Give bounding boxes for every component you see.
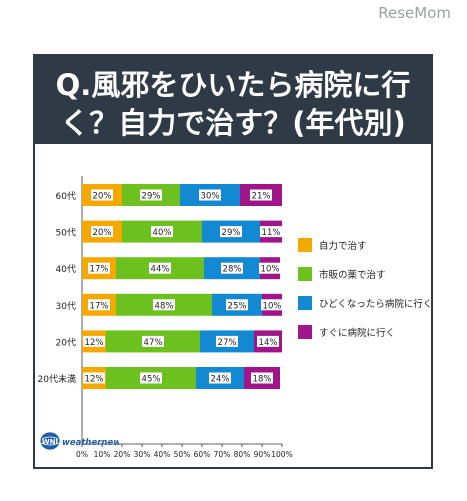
x-tick-label: 100% — [271, 450, 292, 459]
data-label-box — [259, 262, 281, 274]
data-label: 45% — [142, 375, 161, 385]
data-label: 14% — [259, 338, 278, 348]
data-label: 21% — [252, 192, 271, 202]
data-label: 29% — [222, 228, 241, 238]
x-tick-label: 40% — [154, 450, 171, 459]
data-label-box — [88, 299, 110, 311]
category-label: 20代 — [56, 337, 76, 348]
data-label-box — [140, 372, 162, 384]
data-label-box — [83, 372, 105, 384]
data-label-box — [149, 262, 171, 274]
data-label: 47% — [144, 338, 163, 348]
legend-swatch — [298, 325, 312, 339]
legend-swatch — [298, 238, 312, 252]
data-label-box — [251, 372, 273, 384]
legend-swatch — [298, 296, 312, 310]
category-label: 50代 — [56, 228, 76, 239]
x-tick-label: 30% — [134, 450, 151, 459]
x-tick-label: 10% — [94, 450, 111, 459]
data-label: 25% — [228, 301, 247, 311]
data-label: 24% — [211, 375, 230, 385]
logo-text: weathernews — [62, 438, 119, 448]
data-label: 11% — [262, 228, 281, 238]
category-label: 40代 — [56, 264, 76, 275]
wni-globe-icon: WNI — [39, 431, 61, 451]
data-label-box — [261, 299, 283, 311]
legend-label: 自力で治す — [319, 240, 367, 252]
data-label: 29% — [142, 192, 161, 202]
chart-title-line-2: く？自力で治す？(年代別) — [60, 106, 406, 140]
data-label: 12% — [85, 338, 104, 348]
data-label-box — [91, 189, 113, 201]
data-label-box — [151, 226, 173, 238]
chart-panel: Q.風邪をひいたら病院に行 く？自力で治す？(年代別) 60代 20% 29% 30%… — [33, 54, 433, 469]
data-label-box — [83, 335, 105, 347]
data-label: 17% — [90, 265, 109, 275]
data-label: 44% — [151, 265, 170, 275]
data-label-box — [226, 299, 248, 311]
x-tick-label: 50% — [174, 450, 191, 459]
category-label: 30代 — [56, 301, 76, 312]
data-label-box — [199, 189, 221, 201]
stacked-bar-chart: 60代 20% 29% 30% 21% 50代 20% 40% 29% 11% 40代 17% 44% 2… — [38, 176, 431, 459]
data-label-box — [142, 335, 164, 347]
data-label: 12% — [85, 375, 104, 385]
legend-label: 市販の薬で治す — [319, 269, 386, 281]
x-tick-label: 80% — [234, 450, 251, 459]
watermark: ReseMom — [378, 4, 451, 22]
data-label-box — [220, 226, 242, 238]
data-label: 30% — [201, 192, 220, 202]
data-label-box — [140, 189, 162, 201]
legend-label: ひどくなったら病院に行く — [319, 298, 431, 310]
data-label-box — [153, 299, 175, 311]
data-label: 10% — [263, 301, 282, 311]
legend-swatch — [298, 267, 312, 281]
x-tick-label: 20% — [114, 450, 131, 459]
data-label-box — [250, 189, 272, 201]
data-label-box — [221, 262, 243, 274]
data-label: 17% — [90, 301, 109, 311]
svg-text:WNI: WNI — [42, 438, 58, 446]
data-label-box — [209, 372, 231, 384]
data-label: 27% — [218, 338, 237, 348]
data-label: 48% — [155, 301, 174, 311]
legend-label: すぐに病院に行く — [319, 327, 395, 339]
data-label-box — [88, 262, 110, 274]
chart-title-line-1: Q.風邪をひいたら病院に行 — [55, 68, 411, 102]
data-label-box — [216, 335, 238, 347]
weathernews-logo: WNI weathernews — [39, 431, 119, 451]
category-label: 60代 — [56, 191, 76, 202]
category-label: 20代未満 — [38, 373, 76, 385]
data-label-box — [91, 226, 113, 238]
x-tick-label: 60% — [194, 450, 211, 459]
data-label: 40% — [153, 228, 172, 238]
data-label-box — [257, 335, 279, 347]
data-label: 20% — [93, 192, 112, 202]
data-label: 28% — [223, 265, 242, 275]
data-label: 10% — [261, 265, 280, 275]
x-tick-label: 70% — [214, 450, 231, 459]
x-tick-label: 0% — [76, 450, 88, 459]
x-tick-label: 90% — [254, 450, 271, 459]
data-label: 20% — [93, 228, 112, 238]
data-label: 18% — [253, 375, 272, 385]
data-label-box — [260, 226, 282, 238]
title-bar: Q.風邪をひいたら病院に行 く？自力で治す？(年代別) — [35, 56, 431, 144]
